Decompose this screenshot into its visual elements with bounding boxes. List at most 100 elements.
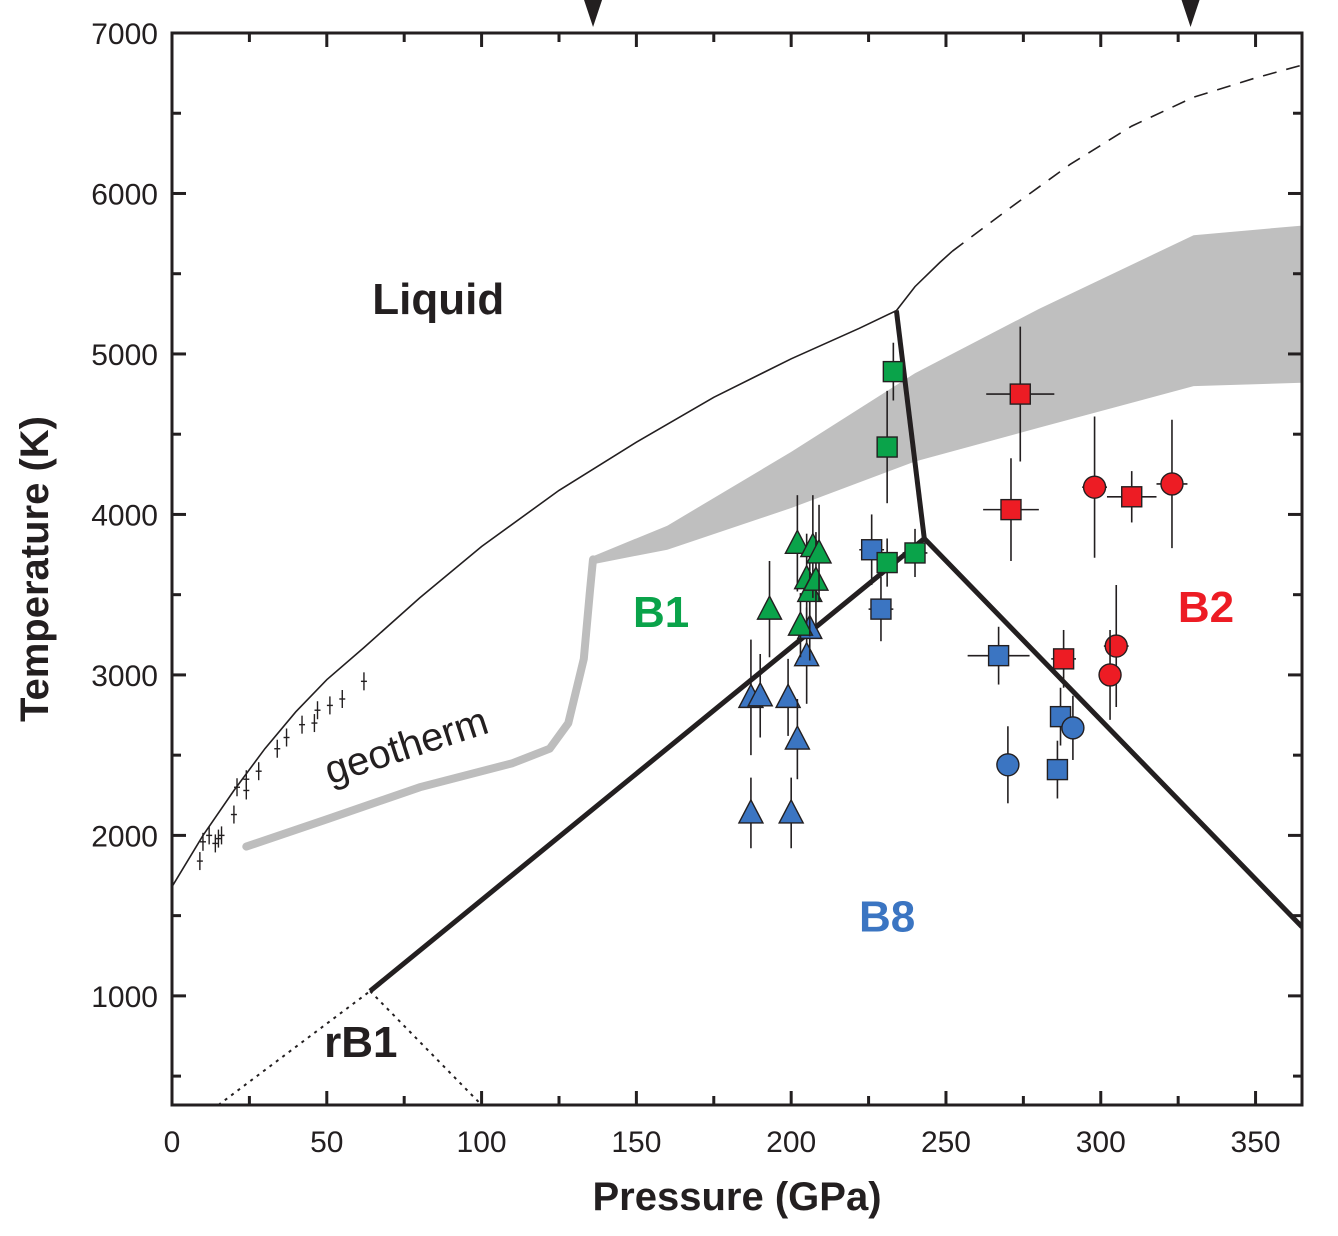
region-label-b2: B2: [1178, 583, 1234, 632]
B8-triangle-marker: [778, 798, 805, 824]
B2-data-point: [1082, 416, 1107, 558]
x-tick-label: 300: [1076, 1126, 1126, 1159]
B1-data-point: [784, 495, 811, 592]
series-B2: [983, 326, 1188, 720]
B1-data-point: [882, 342, 905, 401]
B8-circle-marker: [996, 753, 1020, 777]
low-pressure-datum: [215, 829, 222, 848]
B1-square-marker: [904, 542, 926, 564]
B1-triangle-marker: [784, 528, 811, 555]
B2-circle-marker: [1082, 475, 1107, 499]
B8-data-point: [784, 698, 811, 780]
x-tick-label: 100: [457, 1126, 507, 1159]
B8-data-point: [774, 658, 802, 736]
y-tick-label: 5000: [91, 339, 158, 372]
x-tick-label: 350: [1231, 1126, 1281, 1159]
series-B1: [756, 342, 928, 658]
series-B8: [737, 514, 1085, 849]
y-tick-label: 6000: [91, 178, 158, 211]
top-pressure-marker: [584, 0, 603, 27]
low-pressure-datum: [311, 714, 318, 733]
melting-curve-line: [172, 309, 897, 888]
B1-square-marker: [876, 436, 898, 458]
low-pressure-datum: [199, 832, 206, 851]
region-label-b1: B1: [633, 588, 689, 637]
B2-data-point: [1051, 629, 1076, 688]
B8-data-point: [747, 654, 774, 738]
B8-triangle-marker: [793, 641, 820, 667]
region-label-liquid: Liquid: [372, 275, 504, 324]
x-tick-label: 50: [310, 1126, 343, 1159]
B8-data-point: [1061, 695, 1085, 760]
B1-data-point: [876, 538, 898, 587]
B8-data-point: [737, 777, 765, 849]
B2-square-marker: [1000, 498, 1022, 521]
low-pressure-datum: [360, 672, 367, 691]
low-pressure-datum: [243, 770, 250, 789]
b1-b2-boundary-line: [893, 310, 927, 539]
low-pressure-datum: [218, 826, 225, 845]
B8-triangle-marker: [737, 798, 765, 824]
y-tick-label: 3000: [91, 660, 158, 693]
B1-triangle-marker: [787, 610, 814, 636]
b8-b2-boundary-line: [922, 536, 1302, 929]
geotherm-line: [242, 555, 597, 851]
low-pressure-datum: [234, 778, 241, 797]
B8-data-point: [778, 777, 805, 849]
B2-circle-marker: [1098, 663, 1122, 687]
x-tick-label: 150: [611, 1126, 661, 1159]
region-label-rb1: rB1: [324, 1018, 397, 1067]
rb1-right-boundary-line: [369, 990, 483, 1105]
B2-data-point: [1098, 629, 1122, 720]
B2-data-point: [983, 458, 1039, 561]
y-tick-label: 1000: [91, 981, 158, 1014]
B2-circle-marker: [1160, 472, 1184, 496]
low-pressure-datum: [212, 834, 219, 853]
low-pressure-datum: [196, 852, 203, 871]
B8-square-marker: [987, 644, 1010, 667]
B8-data-point: [1046, 740, 1069, 799]
low-pressure-datum: [255, 762, 262, 781]
top-pressure-marker: [1181, 0, 1200, 27]
y-tick-label: 2000: [91, 820, 158, 853]
x-tick-label: 0: [164, 1126, 181, 1159]
B2-square-marker: [1009, 383, 1031, 405]
b1-b8-boundary-line: [368, 536, 926, 994]
B1-data-point: [876, 390, 898, 504]
x-tick-label: 250: [921, 1126, 971, 1159]
B8-triangle-marker: [774, 682, 802, 709]
B2-square-marker: [1121, 486, 1143, 508]
B8-data-point: [868, 577, 894, 642]
B1-data-point: [902, 528, 928, 578]
low-pressure-datum: [339, 689, 346, 708]
low-pressure-datum: [314, 701, 321, 720]
low-pressure-datum: [274, 739, 281, 758]
B8-square-marker: [1046, 758, 1069, 781]
x-tick-label: 200: [766, 1126, 816, 1159]
B8-triangle-marker: [747, 681, 774, 707]
region-label-b8: B8: [859, 893, 915, 942]
B1-triangle-marker: [756, 594, 783, 620]
low-pressure-datum: [283, 728, 290, 747]
shaded-band: [593, 225, 1302, 565]
B1-triangle-marker: [802, 565, 830, 591]
B8-triangle-marker: [784, 724, 811, 750]
B2-square-marker: [1052, 648, 1075, 670]
B2-data-point: [986, 326, 1055, 462]
B8-circle-marker: [1061, 716, 1085, 740]
y-axis-title: Temperature (K): [13, 416, 57, 722]
B8-data-point: [967, 626, 1030, 685]
B1-data-point: [756, 560, 783, 658]
B2-data-point: [1106, 471, 1157, 523]
B1-square-marker: [876, 551, 898, 574]
low-pressure-datum: [230, 805, 237, 824]
B8-square-marker: [870, 598, 892, 620]
B1-triangle-marker: [805, 538, 833, 564]
B1-data-point: [805, 504, 833, 602]
melting-curve-extrapolated-line: [951, 64, 1302, 252]
plot-frame: [170, 31, 1304, 1107]
melting-curve-b2-line: [895, 250, 953, 312]
y-tick-label: 7000: [91, 18, 158, 51]
low-pressure-datum: [299, 715, 306, 734]
